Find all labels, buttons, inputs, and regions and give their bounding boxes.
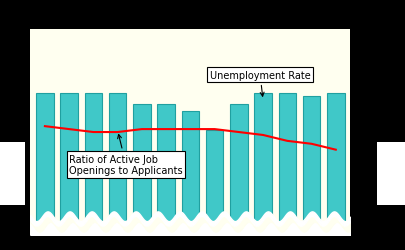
Bar (230, 104, 247, 235)
Text: Ratio of Active Job
Openings to Applicants: Ratio of Active Job Openings to Applican… (69, 135, 183, 175)
Bar (85, 93, 102, 235)
Bar (0, 142, 25, 205)
Bar (206, 131, 223, 235)
Text: 3.8: 3.8 (354, 88, 371, 98)
Bar (109, 93, 126, 235)
Text: 0.99: 0.99 (354, 142, 378, 152)
Text: Unemployment Rate: Unemployment Rate (210, 70, 311, 97)
Bar (133, 104, 151, 235)
Bar (303, 97, 320, 235)
Bar (158, 104, 175, 235)
Bar (36, 93, 53, 235)
Bar (377, 142, 405, 205)
Bar (181, 112, 199, 235)
Bar (327, 93, 345, 235)
Bar (254, 93, 272, 235)
Bar (279, 93, 296, 235)
Bar (60, 93, 78, 235)
